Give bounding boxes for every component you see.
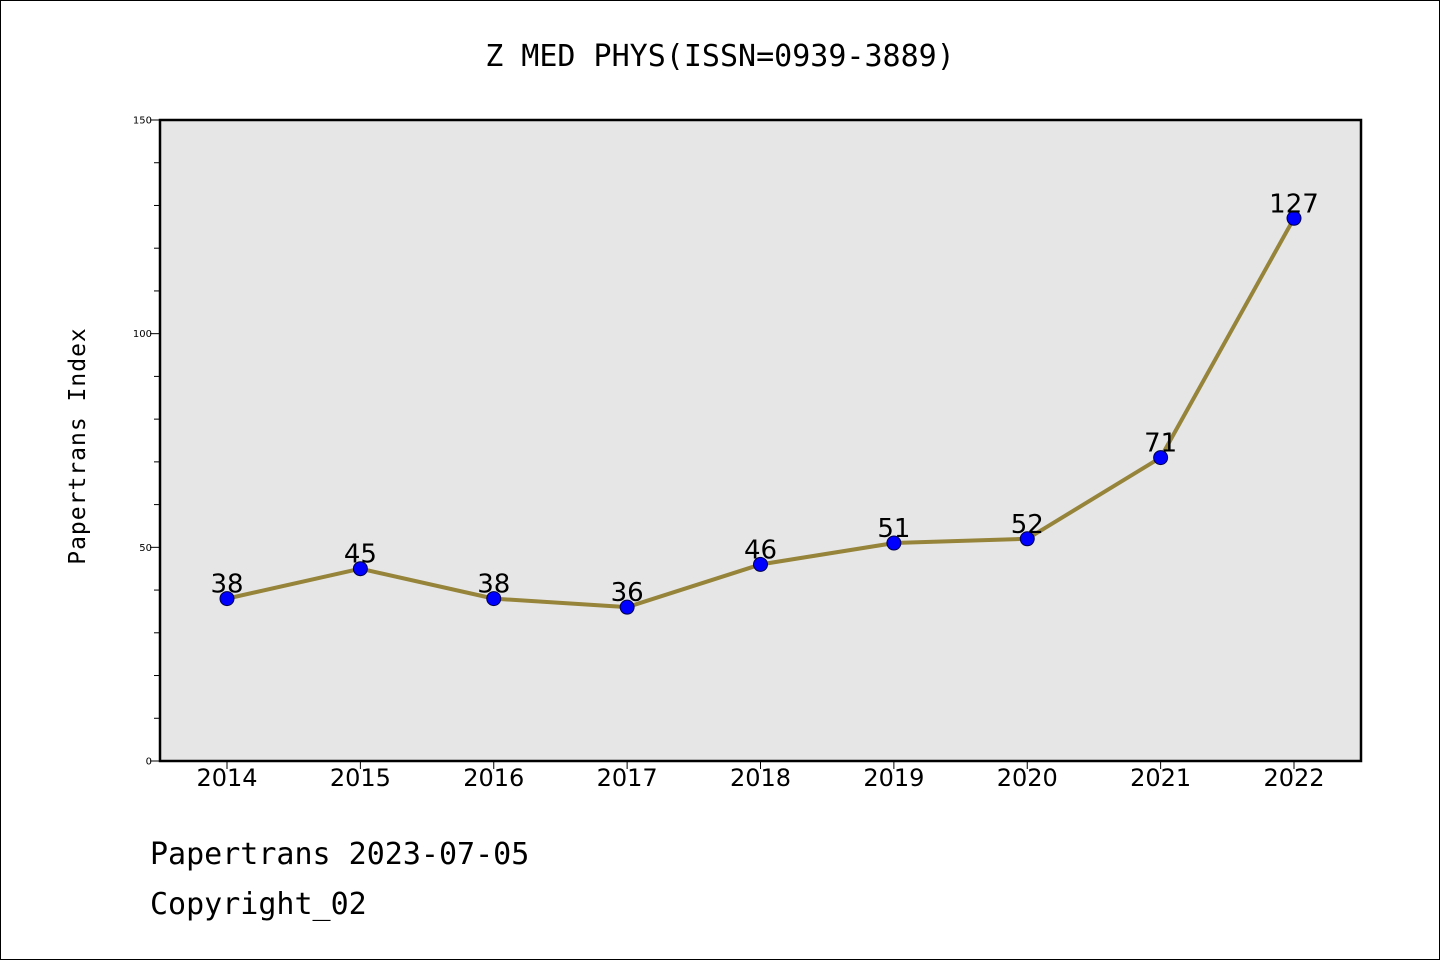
x-tick-label: 2015	[330, 764, 391, 792]
plot-border	[158, 118, 1363, 763]
y-axis: 0 50 100 150	[133, 116, 160, 768]
data-label: 38	[210, 570, 243, 600]
data-label: 36	[611, 578, 644, 608]
data-point	[619, 599, 635, 615]
data-point	[219, 591, 235, 607]
plot-area	[160, 120, 1361, 761]
data-label: 38	[477, 570, 510, 600]
data-label: 51	[877, 514, 910, 544]
data-points	[219, 210, 1302, 615]
data-labels: 38 45 38 36 46 51 52 71 127	[210, 189, 1318, 608]
x-tick-label: 2022	[1263, 764, 1324, 792]
data-label: 45	[344, 540, 377, 570]
data-point	[886, 535, 902, 551]
data-point	[1019, 531, 1035, 547]
data-point	[352, 561, 368, 577]
chart-title: Z MED PHYS(ISSN=0939-3889)	[485, 39, 955, 74]
y-tick-label: 50	[139, 543, 152, 554]
footer-copyright: Copyright_02	[150, 887, 367, 922]
x-tick-label: 2021	[1130, 764, 1191, 792]
y-tick-label: 100	[133, 329, 152, 340]
y-tick-label: 0	[146, 757, 152, 768]
data-point	[753, 556, 768, 572]
x-tick-label: 2017	[597, 764, 658, 792]
data-point	[486, 591, 502, 607]
data-label: 71	[1144, 429, 1177, 459]
y-axis-label: Papertrans Index	[65, 327, 91, 565]
data-point	[1153, 450, 1169, 466]
x-tick-label: 2014	[196, 764, 257, 792]
data-label: 127	[1269, 189, 1319, 219]
y-tick-label: 150	[133, 116, 152, 127]
x-tick-label: 2020	[997, 764, 1058, 792]
x-tick-label: 2019	[863, 764, 924, 792]
data-label: 46	[744, 535, 777, 565]
footer-date: Papertrans 2023-07-05	[150, 837, 529, 872]
x-tick-label: 2018	[730, 764, 791, 792]
data-point	[1286, 210, 1302, 226]
x-tick-label: 2016	[463, 764, 524, 792]
x-axis: 2014 2015 2016 2017 2018 2019 2020 2021 2022	[196, 761, 1325, 792]
data-label: 52	[1011, 510, 1044, 540]
